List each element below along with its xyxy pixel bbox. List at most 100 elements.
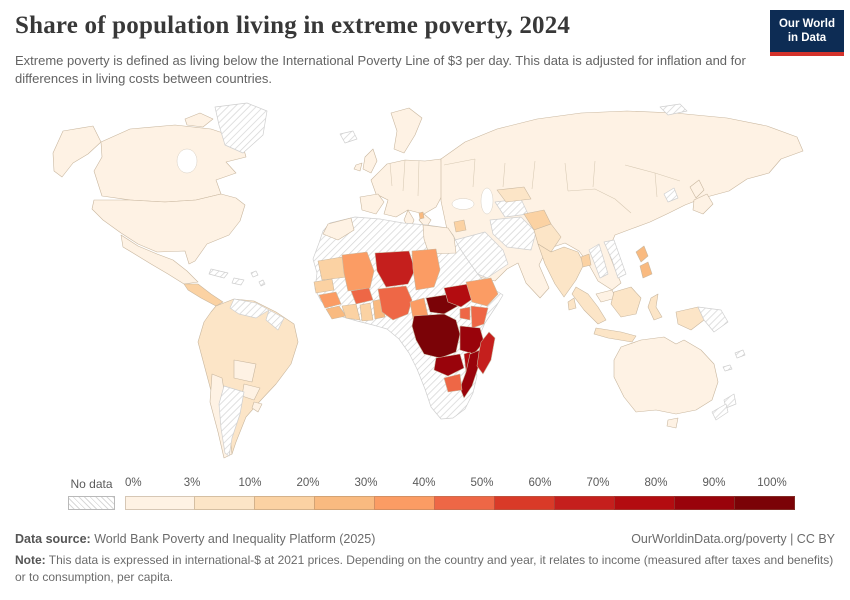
black-sea [451,198,475,210]
country-indonesia-papua[interactable] [675,306,705,331]
country-central-america[interactable] [183,283,224,307]
country-south-sudan[interactable] [443,283,475,308]
country-north-korea[interactable] [663,187,679,203]
legend-segment[interactable] [374,496,435,510]
country-ethiopia[interactable] [465,277,499,307]
country-madagascar[interactable] [476,331,496,375]
country-india[interactable] [537,243,585,298]
data-source-label: Data source: [15,532,91,546]
caspian-sea [480,187,494,215]
country-guyana[interactable] [265,309,285,331]
legend-segment[interactable] [125,496,195,510]
country-svalbard[interactable] [659,103,688,116]
country-uzbekistan[interactable] [496,186,532,203]
country-uruguay[interactable] [251,401,263,413]
legend-tick: 60% [528,477,552,489]
country-ghana[interactable] [359,302,374,322]
country-greenland[interactable] [214,102,268,154]
country-japan[interactable] [692,193,714,215]
country-vietnam[interactable] [603,239,627,279]
world-map-svg [52,102,804,459]
country-canada[interactable] [93,124,247,203]
map-legend: No data 0% 3% 10% 20% 30% 40% 50% 60% 70% 80% 90% 1… [0,477,850,517]
country-cote-divoire[interactable] [341,303,361,321]
country-indonesia-borneo[interactable] [610,286,642,318]
country-indonesia-java[interactable] [593,327,637,343]
legend-tick: 70% [586,477,610,489]
country-nigeria[interactable] [377,285,413,321]
country-pakistan[interactable] [533,223,562,253]
country-papua-new-guinea[interactable] [697,306,729,333]
country-mali[interactable] [341,251,375,292]
country-iberia[interactable] [359,193,385,215]
country-venezuela[interactable] [229,298,270,319]
country-burkina-faso[interactable] [350,287,374,305]
country-iceland[interactable] [339,130,358,144]
credit-link[interactable]: OurWorldinData.org/poverty | CC BY [631,532,835,546]
country-iran[interactable] [489,216,537,251]
country-senegal[interactable] [313,278,335,294]
legend-tick: 80% [644,477,668,489]
legend-segment[interactable] [674,496,735,510]
country-uk[interactable] [362,148,378,174]
legend-segment[interactable] [554,496,615,510]
country-tanzania[interactable] [459,325,485,355]
hudson-bay [176,148,198,174]
country-caribbean-isles[interactable] [250,270,266,287]
country-europe-mainland[interactable] [370,158,445,218]
country-scandinavia[interactable] [390,107,423,154]
country-usa[interactable] [91,193,246,265]
owid-logo-line2: in Data [787,32,827,45]
chart-subtitle: Extreme poverty is defined as living bel… [15,53,746,86]
legend-segment[interactable] [314,496,375,510]
country-japan[interactable] [689,179,705,199]
country-myanmar[interactable] [588,243,609,279]
country-new-zealand[interactable] [711,403,729,421]
country-guinea[interactable] [318,291,342,309]
country-philippines[interactable] [639,261,653,279]
country-alaska[interactable] [52,125,102,178]
country-zambia[interactable] [433,353,465,377]
legend-tick: 100% [757,477,787,489]
country-tasmania[interactable] [666,417,679,429]
country-syria[interactable] [453,219,467,233]
no-data-swatch[interactable] [68,496,115,510]
country-hispaniola[interactable] [231,277,245,286]
country-philippines[interactable] [635,245,649,263]
country-argentina[interactable] [218,385,245,457]
country-mexico[interactable] [120,234,199,285]
note-line: Note: This data is expressed in internat… [15,552,835,586]
country-fiji[interactable] [734,349,746,359]
country-bolivia[interactable] [233,359,257,383]
country-australia[interactable] [613,336,719,415]
country-indonesia-sumatra[interactable] [571,286,607,325]
country-bangladesh[interactable] [580,253,592,268]
country-drc[interactable] [411,313,461,359]
country-zimbabwe[interactable] [443,373,463,393]
country-sri-lanka[interactable] [567,297,577,311]
country-egypt[interactable] [422,224,457,255]
country-niger[interactable] [374,250,416,288]
country-albania[interactable] [418,211,425,220]
legend-segment[interactable] [734,496,795,510]
legend-segment[interactable] [614,496,675,510]
country-kenya[interactable] [470,305,489,329]
data-source-line: Data source: World Bank Poverty and Ineq… [15,531,375,547]
country-morocco[interactable] [322,217,355,241]
country-chad[interactable] [411,248,441,291]
legend-segment[interactable] [194,496,255,510]
no-data-label: No data [70,477,113,491]
owid-logo-line1: Our World [778,18,835,30]
country-arctic-island[interactable] [184,112,214,128]
owid-logo[interactable]: Our World in Data [770,10,844,56]
chart-footer: Data source: World Bank Poverty and Ineq… [15,531,835,586]
country-ireland[interactable] [353,162,363,172]
country-cuba[interactable] [208,268,229,279]
country-new-caledonia[interactable] [722,364,733,372]
legend-segment[interactable] [254,496,315,510]
legend-segment[interactable] [494,496,555,510]
legend-segment[interactable] [434,496,495,510]
country-uganda[interactable] [459,306,471,321]
country-indonesia-sulawesi[interactable] [647,293,663,321]
note-label: Note: [15,553,46,568]
